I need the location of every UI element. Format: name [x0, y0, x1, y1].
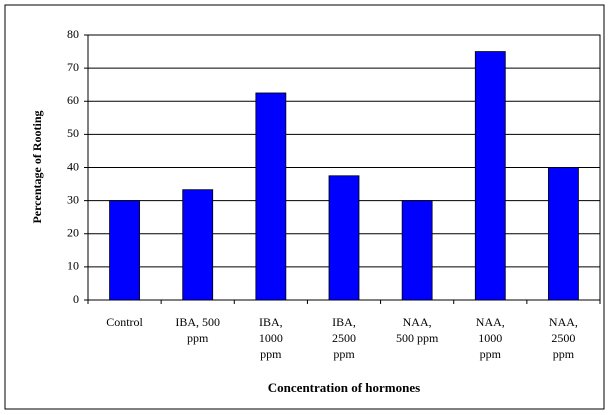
x-tick-label: NAA, 500 ppm — [395, 315, 439, 345]
x-tick-label: Control — [106, 315, 143, 329]
y-tick-label: 50 — [67, 126, 79, 140]
bar — [255, 92, 287, 301]
y-tick-label: 80 — [67, 27, 79, 41]
x-axis-label: Concentration of hormones — [268, 380, 420, 395]
y-tick-label: 20 — [67, 226, 79, 240]
bar — [474, 51, 506, 301]
bar — [401, 200, 433, 301]
bar — [328, 175, 360, 301]
y-tick-label: 40 — [67, 159, 79, 173]
x-tick-label: IBA, 500 ppm — [175, 315, 221, 345]
y-tick-label: 60 — [67, 93, 79, 107]
y-tick-label: 0 — [73, 292, 79, 306]
y-axis-label: Percentage of Rooting — [30, 110, 44, 223]
x-tick-label: NAA, 1000 ppm — [475, 315, 505, 361]
x-tick-label: IBA, 1000 ppm — [258, 315, 283, 361]
x-tick-label: NAA, 2500 ppm — [548, 315, 578, 361]
y-tick-label: 10 — [67, 259, 79, 273]
bar — [182, 189, 214, 301]
x-tick-label: IBA, 2500 ppm — [332, 315, 356, 361]
bar — [109, 200, 140, 301]
y-tick-label: 30 — [67, 192, 79, 206]
y-tick-label: 70 — [67, 60, 79, 74]
bar — [548, 167, 579, 301]
